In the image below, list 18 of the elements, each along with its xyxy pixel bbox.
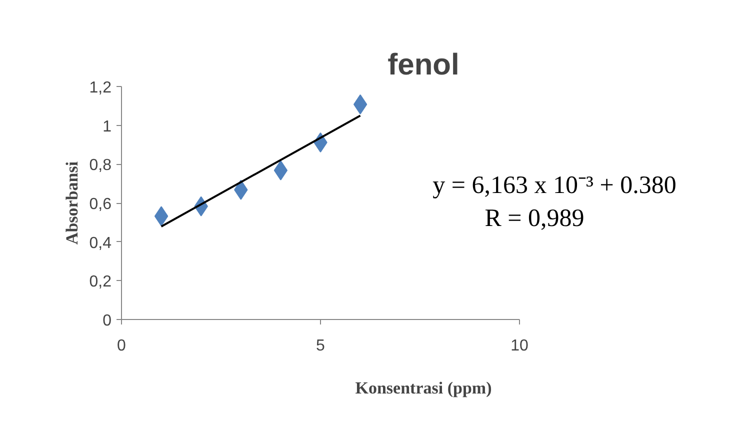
annotation: R = 0,989 (484, 205, 584, 232)
point (154, 206, 168, 226)
y-axis-title: Absorbansi (62, 161, 82, 245)
x-tick-label: 5 (316, 338, 326, 354)
x-axis-title: Konsentrasi (ppm) (355, 378, 492, 398)
y-tick-label: 0 (102, 312, 112, 330)
annotation: y = 6,163 x 10⁻³ + 0.380 (432, 172, 676, 200)
y-tick-label: 1 (102, 118, 112, 136)
point (274, 160, 288, 180)
point (353, 94, 368, 114)
y-tick-label: 0,6 (89, 196, 112, 213)
y-tick-label: 0,4 (89, 234, 112, 252)
y-tick-label: 1,2 (89, 80, 112, 96)
chart-title: fenol (388, 48, 460, 82)
y-tick-label: 0,2 (89, 274, 112, 291)
x-tick-label: 10 (510, 338, 528, 354)
y-tick-label: 0,8 (89, 157, 112, 174)
x-tick-label: 0 (117, 338, 126, 354)
